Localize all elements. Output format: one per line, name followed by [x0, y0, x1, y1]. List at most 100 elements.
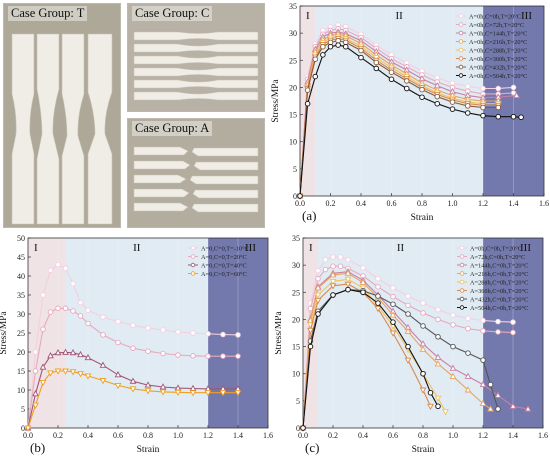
data-point	[495, 318, 501, 325]
data-point	[85, 320, 91, 327]
data-point	[510, 84, 517, 91]
data-point	[77, 299, 84, 306]
data-point	[220, 331, 226, 338]
data-point	[39, 379, 47, 387]
y-tick-label: 10	[289, 138, 297, 147]
data-point	[62, 368, 69, 375]
x-tick-label: 1.4	[509, 199, 519, 208]
data-point	[344, 269, 352, 276]
y-tick-label: 40	[17, 272, 25, 281]
data-point	[47, 370, 54, 377]
data-point	[510, 113, 517, 120]
legend-marker	[190, 245, 196, 251]
data-point	[312, 73, 319, 80]
data-point	[427, 389, 434, 396]
data-point	[145, 325, 151, 331]
data-point	[390, 285, 396, 291]
data-point	[480, 357, 486, 363]
data-point	[375, 275, 381, 282]
panel-label: (b)	[30, 440, 45, 455]
legend-marker	[458, 13, 464, 19]
data-point	[464, 372, 472, 379]
data-point	[435, 316, 441, 323]
x-tick-label: 1.6	[539, 199, 549, 208]
legend-entry: A=72h,C=0h,T=20°C	[470, 254, 525, 261]
x-axis-label: Strain	[137, 445, 160, 455]
legend-entry: A=0h,C=144h,T=20°C	[469, 31, 527, 38]
y-tick-label: 30	[17, 310, 25, 319]
x-tick-label: 1.0	[173, 431, 183, 440]
data-point	[375, 300, 381, 306]
data-point	[62, 305, 69, 312]
data-point	[419, 345, 427, 352]
x-tick-label: 1.2	[478, 431, 488, 440]
data-point	[434, 395, 442, 402]
data-point	[219, 390, 227, 397]
region-i-band	[28, 238, 66, 428]
panel-label: (a)	[302, 208, 316, 223]
data-point	[159, 383, 167, 390]
data-point	[160, 350, 166, 357]
data-point	[330, 292, 336, 298]
data-point	[329, 283, 337, 290]
data-point	[84, 353, 92, 361]
data-point	[322, 266, 329, 273]
x-tick-label: 0.4	[358, 431, 368, 440]
data-point	[344, 276, 352, 284]
data-point	[374, 306, 382, 313]
data-point	[129, 377, 137, 384]
data-point	[189, 390, 197, 397]
data-point	[419, 86, 425, 93]
case-group-c-label: Case Group: C	[132, 6, 213, 21]
data-point	[450, 312, 456, 318]
legend-entry: A=0h,C=432h,T=20°C	[469, 65, 527, 72]
data-point	[304, 87, 311, 93]
data-point	[39, 363, 47, 370]
data-point	[480, 328, 486, 334]
data-point	[234, 390, 242, 397]
data-point	[329, 278, 337, 286]
data-point	[375, 293, 381, 299]
legend-entry: A=0h,C=504h,T=20°C	[469, 73, 527, 80]
legend-marker	[190, 262, 196, 268]
data-point	[405, 293, 411, 299]
data-point	[144, 388, 152, 395]
data-point	[77, 313, 84, 319]
data-point	[427, 403, 434, 411]
region-label: II	[397, 242, 405, 254]
legend-entry: A=288h,C=0h,T=20°C	[470, 280, 528, 287]
data-point	[360, 265, 366, 271]
legend-marker	[459, 288, 465, 293]
data-point	[322, 256, 329, 263]
x-tick-label: 0.0	[298, 431, 308, 440]
data-point	[405, 343, 411, 350]
data-point	[175, 329, 181, 335]
data-point	[99, 378, 107, 385]
data-point	[40, 326, 46, 332]
photo-case-group-t: Case Group: T	[3, 3, 121, 228]
y-tick-label: 25	[17, 329, 25, 338]
legend-marker	[459, 245, 465, 251]
x-axis-label: Strain	[411, 213, 434, 223]
data-point	[495, 329, 501, 335]
data-point	[509, 402, 517, 409]
legend-entry: A=0h,C=360h,T=20°C	[469, 56, 527, 63]
x-tick-label: 0.4	[356, 199, 366, 208]
specimen-photo-t	[4, 4, 120, 227]
photo-case-group-c: Case Group: C	[127, 3, 265, 112]
y-tick-label: 45	[17, 253, 25, 262]
data-point	[358, 54, 364, 61]
legend-entry: A=0h,C=0h,T=20°C	[469, 14, 521, 21]
x-tick-label: 1.2	[203, 431, 213, 440]
data-point	[495, 85, 501, 92]
data-point	[130, 345, 136, 351]
data-point	[205, 353, 211, 359]
data-point	[307, 327, 314, 335]
data-point	[300, 425, 306, 431]
data-point	[69, 349, 77, 356]
x-tick-label: 0.0	[23, 431, 33, 440]
data-point	[405, 302, 411, 309]
legend-entry: A=432h,C=0h,T=20°C	[470, 297, 528, 304]
data-point	[434, 353, 442, 360]
y-tick-label: 30	[292, 261, 300, 270]
